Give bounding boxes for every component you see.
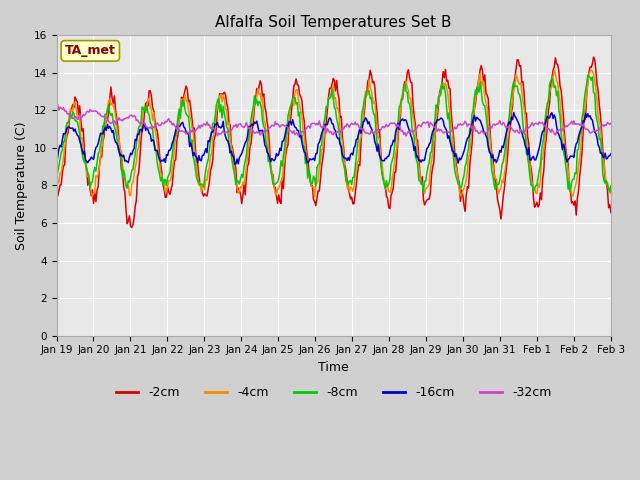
-32cm xyxy=(227,128,234,134)
-8cm xyxy=(287,104,294,109)
-16cm xyxy=(461,144,469,150)
-4cm xyxy=(287,104,294,110)
-2cm xyxy=(461,208,469,214)
-4cm xyxy=(225,120,233,126)
Line: -8cm: -8cm xyxy=(56,75,611,192)
-4cm xyxy=(607,191,615,197)
-4cm xyxy=(311,194,319,200)
-2cm xyxy=(390,169,398,175)
-32cm xyxy=(365,131,373,137)
-16cm xyxy=(225,143,233,148)
-8cm xyxy=(556,113,564,119)
Line: -4cm: -4cm xyxy=(56,70,611,197)
-16cm xyxy=(559,147,566,153)
-2cm xyxy=(364,78,372,84)
X-axis label: Time: Time xyxy=(318,361,349,374)
-4cm xyxy=(52,181,60,187)
-4cm xyxy=(557,113,565,119)
-8cm xyxy=(225,140,233,146)
-32cm xyxy=(287,129,295,134)
-16cm xyxy=(607,151,615,157)
Text: TA_met: TA_met xyxy=(65,44,116,57)
-16cm xyxy=(510,109,518,115)
Line: -16cm: -16cm xyxy=(56,112,611,164)
-16cm xyxy=(231,161,239,167)
-2cm xyxy=(557,87,565,93)
-8cm xyxy=(363,88,371,94)
-8cm xyxy=(607,183,615,189)
-4cm xyxy=(461,182,469,188)
-16cm xyxy=(287,122,295,128)
-8cm xyxy=(52,173,60,179)
-16cm xyxy=(390,139,398,144)
-32cm xyxy=(54,102,61,108)
Title: Alfalfa Soil Temperatures Set B: Alfalfa Soil Temperatures Set B xyxy=(216,15,452,30)
-2cm xyxy=(607,210,615,216)
-4cm xyxy=(588,67,595,73)
-8cm xyxy=(460,173,468,179)
-4cm xyxy=(390,160,398,166)
Line: -32cm: -32cm xyxy=(56,105,611,136)
-8cm xyxy=(390,154,397,160)
-32cm xyxy=(559,126,566,132)
-8cm xyxy=(606,189,614,195)
-2cm xyxy=(287,108,295,114)
Y-axis label: Soil Temperature (C): Soil Temperature (C) xyxy=(15,121,28,250)
-2cm xyxy=(128,225,136,230)
-32cm xyxy=(463,120,470,126)
-32cm xyxy=(52,102,60,108)
-8cm xyxy=(584,72,591,78)
-2cm xyxy=(227,122,234,128)
Legend: -2cm, -4cm, -8cm, -16cm, -32cm: -2cm, -4cm, -8cm, -16cm, -32cm xyxy=(111,382,557,405)
-32cm xyxy=(392,122,399,128)
-2cm xyxy=(52,184,60,190)
-2cm xyxy=(589,54,597,60)
-32cm xyxy=(294,133,302,139)
-32cm xyxy=(607,120,615,126)
-4cm xyxy=(364,92,372,97)
Line: -2cm: -2cm xyxy=(56,57,611,228)
-16cm xyxy=(52,159,60,165)
-16cm xyxy=(364,121,372,127)
